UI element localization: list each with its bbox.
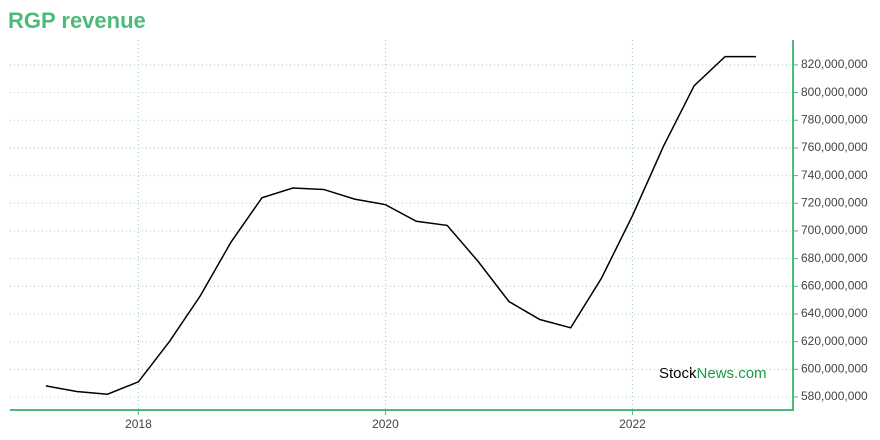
y-tick-label: 680,000,000	[801, 251, 868, 265]
data-line	[45, 55, 756, 395]
watermark: StockNews.com	[659, 365, 767, 382]
y-tick-label: 740,000,000	[801, 168, 868, 182]
y-tick-label: 700,000,000	[801, 223, 868, 237]
y-tick-label: 760,000,000	[801, 140, 868, 154]
y-tick-label: 600,000,000	[801, 361, 868, 375]
y-tick-label: 800,000,000	[801, 85, 868, 99]
watermark-part: News.com	[697, 365, 767, 382]
y-tick-label: 820,000,000	[801, 57, 868, 71]
x-tick-label: 2022	[619, 417, 646, 431]
chart-title: RGP revenue	[8, 8, 146, 33]
y-tick-label: 660,000,000	[801, 278, 868, 292]
y-tick-label: 780,000,000	[801, 112, 868, 126]
y-tick-label: 620,000,000	[801, 334, 868, 348]
x-tick-label: 2018	[125, 417, 152, 431]
x-tick-label: 2020	[372, 417, 399, 431]
y-tick-label: 720,000,000	[801, 195, 868, 209]
y-tick-label: 640,000,000	[801, 306, 868, 320]
y-tick-label: 580,000,000	[801, 389, 868, 403]
watermark-part: Stock	[659, 365, 697, 382]
